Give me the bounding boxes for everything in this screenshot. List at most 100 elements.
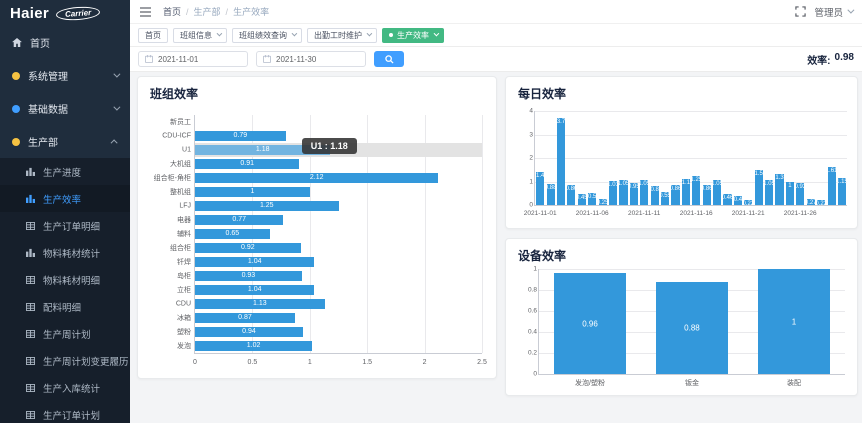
team-bar[interactable]: 0.91 xyxy=(195,159,300,169)
sidebar-item-order-detail[interactable]: 生产订单明细 xyxy=(0,212,130,239)
team-bar[interactable]: 1.18 xyxy=(195,145,331,155)
team-bar[interactable]: 1.04 xyxy=(195,285,315,295)
daily-bar[interactable]: 1.5 xyxy=(755,169,763,205)
tab-班组绩效查询[interactable]: 班组绩效查询 xyxy=(232,27,302,43)
daily-bar[interactable]: 0.86 xyxy=(701,184,713,205)
daily-bar[interactable]: 1.01 xyxy=(607,181,619,205)
sidebar-item-warehouse-stat[interactable]: 生产入库统计 xyxy=(0,374,130,401)
daily-bar[interactable]: 0.25 xyxy=(597,199,608,206)
tab-班组信息[interactable]: 班组信息 xyxy=(173,27,227,43)
sidebar-item-system[interactable]: 系统管理 xyxy=(0,59,130,92)
sidebar-item-efficiency[interactable]: 生产效率 xyxy=(0,185,130,212)
sidebar-item-label: 首页 xyxy=(30,39,50,50)
breadcrumb-item[interactable]: 首页 xyxy=(163,7,182,17)
sidebar-item-progress[interactable]: 生产进度 xyxy=(0,158,130,185)
tab-首页[interactable]: 首页 xyxy=(138,27,168,43)
equipment-bar[interactable]: 0.96 xyxy=(554,273,626,374)
team-bar[interactable]: 0.93 xyxy=(195,271,302,281)
bar-value-label: 1.15 xyxy=(836,178,848,185)
fullscreen-icon[interactable] xyxy=(795,6,807,17)
daily-bar[interactable]: 1.05 xyxy=(618,180,629,205)
daily-bar[interactable]: 0.45 xyxy=(576,194,588,205)
equipment-bar[interactable]: 1 xyxy=(758,269,830,374)
sidebar-item-ingredient-detail[interactable]: 配料明细 xyxy=(0,293,130,320)
team-bar[interactable]: 1.25 xyxy=(195,201,339,211)
tab-生产效率[interactable]: 生产效率 xyxy=(382,27,444,43)
equipment-bar[interactable]: 0.88 xyxy=(656,281,728,374)
x-tick-label: 1 xyxy=(307,359,312,366)
team-bar-row: 钎焊 1.04 xyxy=(177,255,482,269)
daily-bar[interactable]: 1.1 xyxy=(682,179,690,205)
sidebar-item-production[interactable]: 生产部 xyxy=(0,125,130,158)
breadcrumb-item[interactable]: 生产效率 xyxy=(233,7,270,17)
collapse-menu-icon[interactable] xyxy=(140,6,151,17)
daily-bar[interactable]: 1.4 xyxy=(536,172,544,205)
sidebar-item-material-detail[interactable]: 物料耗材明细 xyxy=(0,266,130,293)
daily-bar[interactable]: 0.88 xyxy=(545,184,556,205)
team-bar[interactable]: 0.65 xyxy=(195,229,270,239)
tab-出勤工时维护[interactable]: 出勤工时维护 xyxy=(307,27,377,43)
team-bar[interactable]: 0.77 xyxy=(195,215,284,225)
chevron-up-icon xyxy=(110,139,118,147)
team-bar-row: 组合柜 0.92 xyxy=(170,241,482,255)
team-bar[interactable]: 2.12 xyxy=(195,173,439,183)
bar-value-label: 1.13 xyxy=(253,300,267,308)
daily-bar[interactable]: 1.61 xyxy=(826,167,837,205)
team-category-label: LFJ xyxy=(179,202,191,210)
sidebar-item-home[interactable]: 首页 xyxy=(0,26,130,59)
daily-bar[interactable]: 0.46 xyxy=(722,194,733,205)
team-bar[interactable]: 1.02 xyxy=(195,341,313,351)
search-button[interactable] xyxy=(374,51,404,67)
calendar-icon xyxy=(263,55,271,63)
sidebar-item-order-plan[interactable]: 生产订单计划 xyxy=(0,401,130,423)
daily-bar[interactable]: 0.4 xyxy=(734,195,742,205)
daily-bar[interactable]: 1.05 xyxy=(638,180,650,205)
bar-value-label: 1.3 xyxy=(775,175,784,182)
team-bar[interactable]: 0.92 xyxy=(195,243,301,253)
daily-bar[interactable]: 0.86 xyxy=(566,184,577,205)
daily-bar[interactable]: 1.3 xyxy=(775,174,784,205)
team-category-label: 大机组 xyxy=(170,161,191,168)
sidebar-item-material-stat[interactable]: 物料耗材统计 xyxy=(0,239,130,266)
breadcrumb-item[interactable]: 生产部 xyxy=(193,7,221,17)
team-bar-row: 整机组 1 xyxy=(170,185,482,199)
daily-bar[interactable]: 1.25 xyxy=(690,175,702,205)
sidebar-item-week-plan[interactable]: 生产周计划 xyxy=(0,320,130,347)
sidebar-item-basedata[interactable]: 基础数据 xyxy=(0,92,130,125)
chevron-down-icon xyxy=(113,70,121,78)
team-bar[interactable]: 1.13 xyxy=(195,299,325,309)
daily-bar[interactable]: 0.27 xyxy=(805,198,817,206)
team-bar[interactable]: 1 xyxy=(195,187,310,197)
daily-bar[interactable]: 0.22 xyxy=(815,199,827,207)
bar-value-label: 0.91 xyxy=(240,160,255,168)
x-tick-label: 2021-11-21 xyxy=(731,210,765,217)
gridline xyxy=(535,111,847,112)
sidebar-item-week-plan-history[interactable]: 生产周计划变更履历 xyxy=(0,347,130,374)
team-bar[interactable]: 0.79 xyxy=(195,131,286,141)
home-icon xyxy=(12,38,22,47)
date-from-input[interactable]: 2021-11-01 xyxy=(138,51,248,67)
daily-bar[interactable]: 0.22 xyxy=(742,199,754,207)
daily-bar[interactable]: 0.86 xyxy=(670,184,681,205)
date-to-input[interactable]: 2021-11-30 xyxy=(256,51,366,67)
sidebar-menu: 首页系统管理 基础数据 生产部 生产进度 生产效率 生产订单明细 物料耗材统计 物料耗材明细配… xyxy=(0,26,130,423)
team-bar[interactable]: 0.87 xyxy=(195,313,295,323)
daily-bar[interactable]: 3.7 xyxy=(557,118,565,205)
daily-bar[interactable]: 1.05 xyxy=(711,180,723,205)
overall-efficiency: 效率: 0.98 xyxy=(807,52,854,67)
daily-bar[interactable]: 0.8 xyxy=(650,186,659,205)
team-bar[interactable]: 1.04 xyxy=(195,257,315,267)
user-menu[interactable]: 管理员 xyxy=(814,5,855,19)
team-bar[interactable]: 0.94 xyxy=(195,327,303,337)
daily-bar[interactable]: 0.5 xyxy=(588,193,596,205)
x-tick-label: 2021-11-11 xyxy=(628,210,661,217)
bar-value-label: 1.18 xyxy=(255,146,270,154)
daily-bar[interactable]: 0.95 xyxy=(628,182,640,205)
daily-bar[interactable]: 0.55 xyxy=(659,192,671,205)
daily-bar[interactable]: 1.05 xyxy=(763,180,775,205)
table-icon xyxy=(26,329,35,338)
daily-bar[interactable]: 1 xyxy=(785,181,794,205)
daily-bar[interactable]: 1.15 xyxy=(836,177,848,205)
daily-bar[interactable]: 0.92 xyxy=(795,183,806,205)
sidebar-item-label: 生产入库统计 xyxy=(43,383,101,395)
